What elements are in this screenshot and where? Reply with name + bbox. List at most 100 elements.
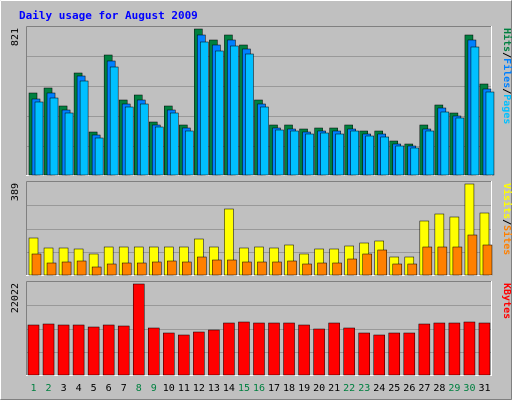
x-label-day-22: 22 bbox=[343, 383, 355, 394]
bar-sites-day-3 bbox=[61, 261, 72, 276]
bar-kbytes-day-25 bbox=[388, 332, 401, 376]
bar-sites-day-4 bbox=[76, 260, 87, 276]
bar-pages-day-25 bbox=[395, 145, 405, 176]
bar-sites-day-11 bbox=[182, 261, 192, 276]
x-label-day-5: 5 bbox=[91, 383, 97, 394]
bar-pages-day-10 bbox=[170, 112, 179, 176]
bar-sites-day-9 bbox=[152, 261, 162, 276]
x-label-day-9: 9 bbox=[151, 383, 157, 394]
bar-sites-day-7 bbox=[121, 262, 132, 276]
bar-sites-day-15 bbox=[242, 261, 252, 276]
bar-pages-day-18 bbox=[290, 130, 299, 176]
bar-sites-day-5 bbox=[91, 266, 102, 276]
bar-pages-day-5 bbox=[94, 137, 104, 176]
bar-sites-day-2 bbox=[46, 262, 57, 276]
bar-sites-day-29 bbox=[452, 246, 463, 276]
bar-pages-day-8 bbox=[139, 103, 149, 176]
bar-pages-day-27 bbox=[425, 130, 435, 176]
bar-kbytes-day-9 bbox=[148, 327, 160, 376]
x-axis-day-labels: 1 2 3 4 5 6 7 8 9 10 11 12 13 14 15 16 17 18 19 20 21 22 23 24 2… bbox=[31, 383, 491, 394]
panel-top: 821 Hits/Files/Pages bbox=[10, 26, 512, 176]
bar-kbytes-day-7 bbox=[117, 325, 130, 376]
bar-pages-day-9 bbox=[155, 126, 164, 176]
bar-pages-day-31 bbox=[485, 91, 495, 176]
legend-entry: / bbox=[501, 88, 512, 94]
x-label-day-8: 8 bbox=[136, 383, 142, 394]
bar-kbytes-day-5 bbox=[87, 326, 100, 376]
bar-sites-day-26 bbox=[407, 263, 418, 276]
bar-pages-day-24 bbox=[380, 136, 389, 176]
bar-pages-day-13 bbox=[215, 50, 224, 176]
bar-pages-day-6 bbox=[109, 66, 119, 176]
bar-sites-day-10 bbox=[167, 260, 177, 276]
y-max-label-top: 821 bbox=[10, 28, 21, 46]
panel-bottom: 22022 KBytes bbox=[10, 281, 512, 376]
panel-middle: 389 Visits/Sites bbox=[10, 181, 512, 276]
bar-sites-day-1 bbox=[31, 253, 42, 276]
legend-top: Hits/Files/Pages bbox=[501, 28, 512, 124]
bar-kbytes-day-4 bbox=[72, 324, 85, 376]
x-label-day-16: 16 bbox=[253, 383, 265, 394]
x-label-day-21: 21 bbox=[328, 383, 340, 394]
bar-pages-day-17 bbox=[275, 129, 284, 176]
bar-kbytes-day-23 bbox=[358, 332, 370, 376]
x-label-day-11: 11 bbox=[178, 383, 190, 394]
x-label-day-2: 2 bbox=[46, 383, 52, 394]
x-label-day-23: 23 bbox=[358, 383, 370, 394]
series-kbytes bbox=[27, 283, 491, 376]
series-pages bbox=[34, 41, 495, 176]
x-label-day-14: 14 bbox=[223, 383, 235, 394]
x-label-day-27: 27 bbox=[418, 383, 430, 394]
bar-sites-day-23 bbox=[362, 253, 372, 276]
bar-kbytes-day-29 bbox=[448, 322, 461, 376]
bar-kbytes-day-22 bbox=[343, 327, 355, 376]
bar-kbytes-day-27 bbox=[418, 323, 431, 376]
bar-sites-day-21 bbox=[332, 262, 342, 276]
bar-pages-day-4 bbox=[79, 80, 89, 176]
x-label-day-13: 13 bbox=[208, 383, 220, 394]
bar-kbytes-day-30 bbox=[463, 321, 476, 376]
legend-entry: Sites bbox=[501, 225, 512, 255]
x-label-day-24: 24 bbox=[373, 383, 385, 394]
bar-kbytes-day-10 bbox=[163, 332, 175, 376]
x-label-day-17: 17 bbox=[268, 383, 280, 394]
bar-pages-day-23 bbox=[365, 135, 374, 176]
bar-kbytes-day-31 bbox=[478, 322, 491, 376]
bar-pages-day-20 bbox=[320, 132, 329, 176]
bar-pages-day-1 bbox=[34, 101, 44, 176]
bar-kbytes-day-21 bbox=[328, 322, 340, 376]
bar-kbytes-day-18 bbox=[283, 322, 295, 376]
bar-pages-day-11 bbox=[185, 130, 194, 176]
bar-kbytes-day-19 bbox=[298, 324, 310, 376]
bar-pages-day-29 bbox=[455, 117, 465, 176]
y-max-label-bottom: 22022 bbox=[10, 283, 21, 313]
bar-kbytes-day-26 bbox=[403, 332, 416, 376]
bar-kbytes-day-17 bbox=[268, 322, 280, 376]
bar-kbytes-day-12 bbox=[193, 331, 205, 376]
bar-kbytes-day-14 bbox=[223, 322, 235, 376]
bar-sites-day-8 bbox=[136, 262, 147, 276]
x-label-day-26: 26 bbox=[403, 383, 415, 394]
bar-sites-day-20 bbox=[317, 262, 327, 276]
bar-kbytes-day-16 bbox=[253, 322, 265, 376]
bar-sites-day-6 bbox=[106, 263, 117, 276]
x-label-day-25: 25 bbox=[388, 383, 400, 394]
x-label-day-1: 1 bbox=[31, 383, 37, 394]
legend-entry: Hits bbox=[501, 28, 512, 52]
bar-sites-day-31 bbox=[482, 244, 493, 276]
legend-entry: KBytes bbox=[501, 283, 512, 319]
bar-sites-day-22 bbox=[347, 258, 357, 276]
x-label-day-4: 4 bbox=[76, 383, 82, 394]
bar-sites-day-18 bbox=[287, 260, 297, 276]
x-label-day-7: 7 bbox=[121, 383, 127, 394]
x-label-day-31: 31 bbox=[478, 383, 490, 394]
legend-entry: Files bbox=[501, 58, 512, 88]
bar-pages-day-12 bbox=[200, 41, 209, 176]
bar-pages-day-3 bbox=[64, 112, 74, 176]
bar-kbytes-day-24 bbox=[373, 334, 385, 376]
legend-bottom: KBytes bbox=[501, 283, 512, 319]
bar-sites-day-19 bbox=[302, 263, 312, 276]
bar-kbytes-day-15 bbox=[238, 321, 250, 376]
